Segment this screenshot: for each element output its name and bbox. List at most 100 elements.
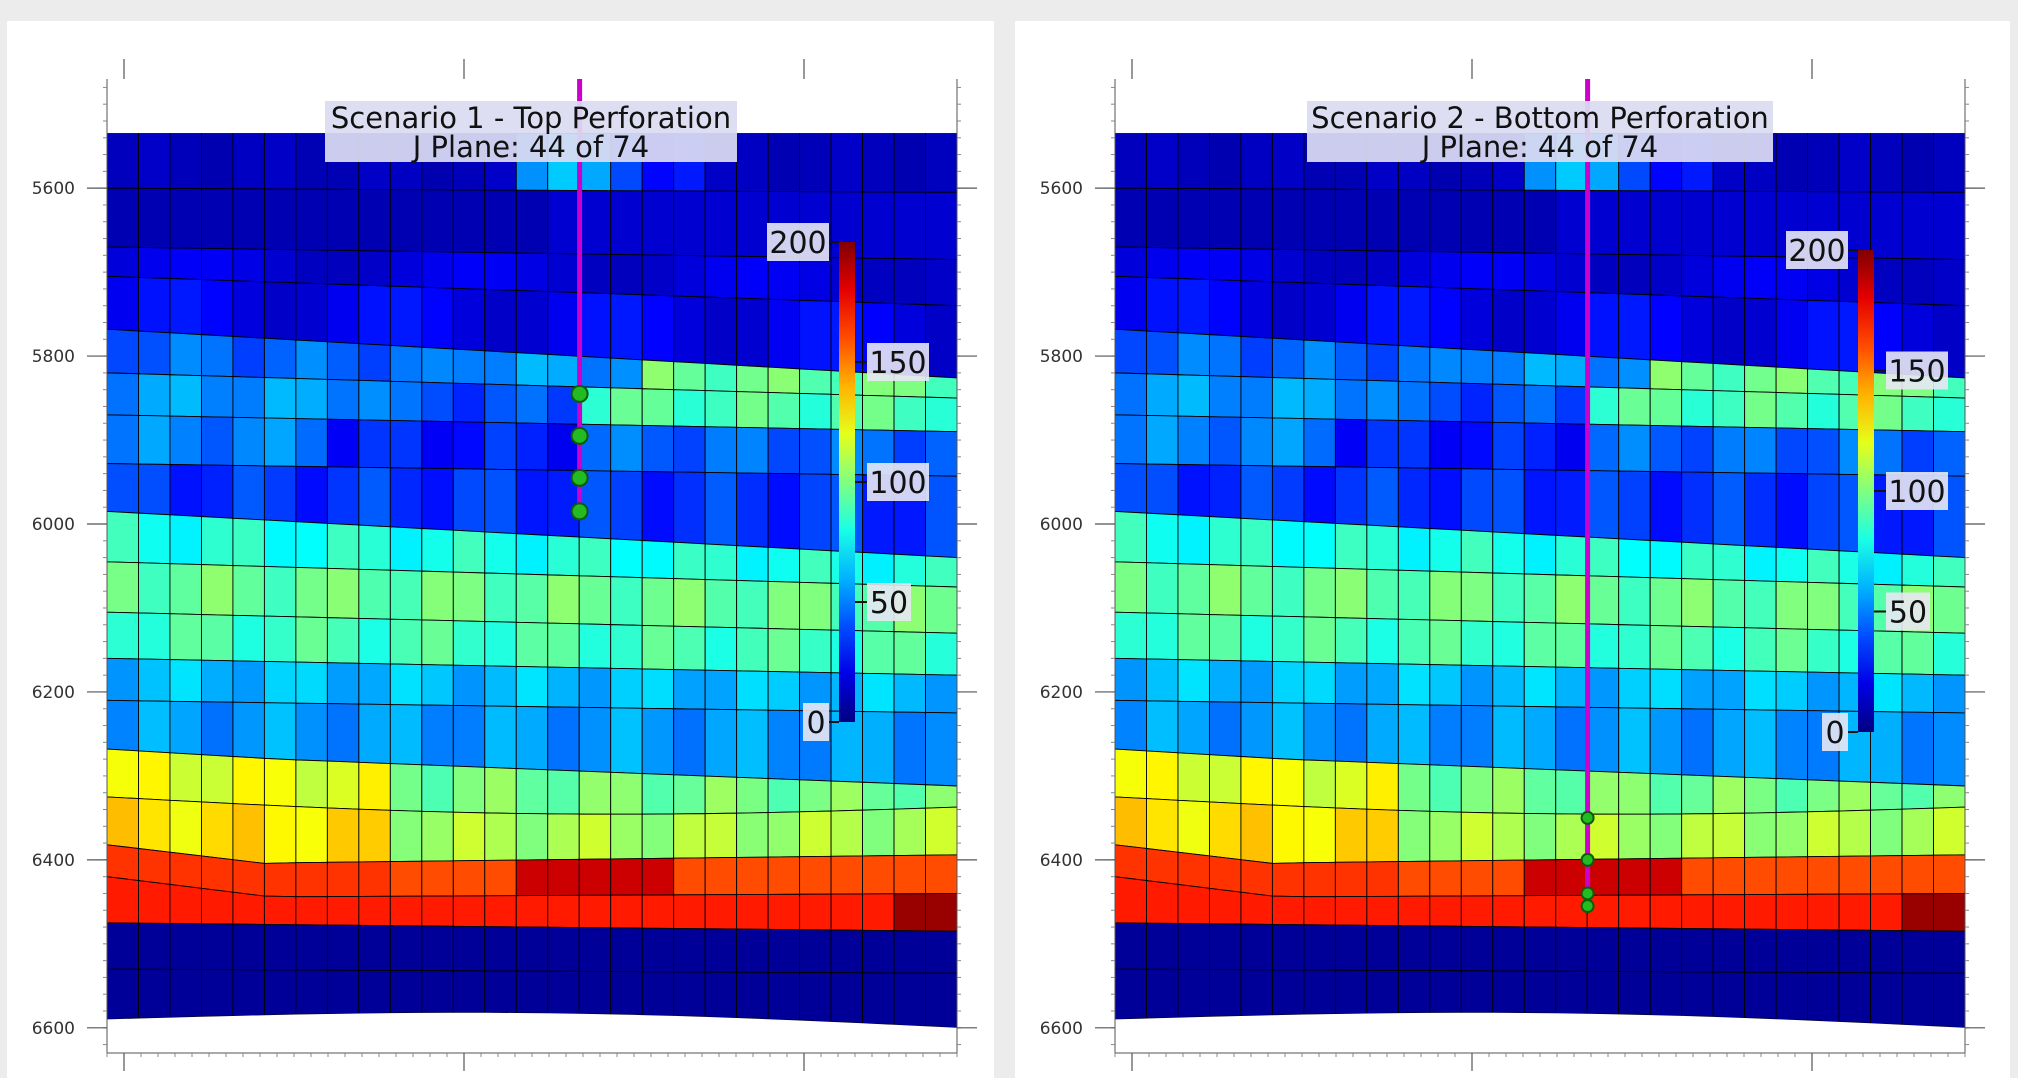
grid-cell (389, 420, 423, 469)
grid-cell (1208, 801, 1242, 861)
grid-cell (295, 133, 328, 190)
grid-cell (1271, 519, 1305, 568)
grid-cell (1397, 420, 1431, 469)
grid-cell (1146, 512, 1179, 565)
grid-cell (1744, 670, 1777, 711)
grid-cell (326, 807, 360, 863)
grid-cell (799, 368, 832, 395)
grid-cell (1397, 250, 1431, 288)
grid-cell (1397, 969, 1431, 1014)
grid-cell (1838, 780, 1872, 812)
grid-cell (295, 521, 328, 569)
grid-cell (138, 463, 171, 516)
grid-cell (1555, 574, 1588, 625)
grid-cell (610, 771, 643, 815)
grid-cell (673, 190, 706, 257)
grid-cell (547, 622, 580, 669)
grid-cell (389, 809, 423, 863)
grid-cell (326, 341, 360, 381)
grid-cell (1146, 276, 1179, 334)
grid-cell (1240, 891, 1273, 925)
grid-cell (421, 528, 454, 573)
grid-cell (200, 887, 234, 925)
grid-cell (358, 379, 391, 421)
grid-cell (484, 970, 517, 1014)
grid-cell (1397, 895, 1431, 927)
grid-cell (1429, 664, 1462, 706)
grid-cell (421, 664, 454, 706)
perforation-marker (1580, 810, 1595, 825)
grid-cell (200, 247, 234, 282)
grid-cell (862, 191, 895, 260)
grid-cell (1649, 894, 1683, 929)
grid-cell (673, 857, 706, 896)
grid-cell (1807, 368, 1840, 395)
grid-cell (893, 893, 926, 932)
grid-cell (1933, 258, 1966, 307)
grid-cell (578, 190, 612, 255)
grid-cell (1460, 705, 1494, 768)
grid-cell (862, 855, 895, 895)
grid-cell (1870, 394, 1903, 431)
plot-area: 5600 5800 6000 6200 6400 6600 Scenario 2 - Bot… (1040, 59, 1985, 1071)
grid-cell (704, 255, 738, 299)
perforation-marker (1580, 852, 1595, 867)
grid-cell (799, 428, 832, 475)
grid-cell (1618, 357, 1651, 390)
grid-cell (893, 191, 926, 260)
grid-cell (169, 659, 202, 703)
grid-cell (263, 969, 297, 1016)
grid-cell (1146, 373, 1179, 417)
grid-cell (1429, 528, 1462, 573)
grid-cell (578, 292, 612, 359)
grid-cell (1523, 252, 1557, 293)
grid-cell (1492, 531, 1525, 575)
grid-cell (1586, 536, 1620, 578)
grid-cell (1807, 299, 1840, 372)
grid-cell (421, 286, 454, 350)
grid-cell (1366, 379, 1399, 421)
grid-cell (138, 880, 171, 924)
grid-cell (736, 255, 769, 300)
grid-cell (1586, 575, 1620, 626)
chart-subtitle: J Plane: 44 of 74 (411, 130, 650, 164)
grid-cell (1177, 700, 1210, 756)
grid-cell (326, 969, 360, 1015)
grid-cell (1775, 580, 1809, 630)
grid-cell (232, 280, 265, 339)
grid-cell (1712, 543, 1746, 581)
grid-cell (263, 895, 297, 926)
grid-cell (1429, 619, 1462, 666)
grid-cell (1240, 133, 1273, 190)
grid-cell (1901, 631, 1934, 675)
grid-cell (641, 424, 675, 473)
grid-cell (389, 925, 423, 972)
grid-cell (799, 893, 832, 931)
grid-cell (1429, 895, 1462, 927)
grid-cell (200, 133, 234, 190)
grid-cell (421, 925, 454, 972)
grid-cell (326, 188, 360, 252)
grid-cell (799, 929, 832, 974)
grid-cell (1366, 703, 1399, 765)
grid-cell (704, 669, 738, 711)
grid-cell (1177, 563, 1210, 615)
grid-cell (1460, 189, 1494, 253)
grid-cell (1303, 521, 1336, 569)
grid-cell (1429, 346, 1462, 384)
grid-cell (1681, 708, 1714, 777)
grid-cell (641, 294, 675, 363)
grid-cell (1555, 706, 1588, 772)
grid-cell (925, 191, 958, 260)
grid-cell (1618, 971, 1651, 1016)
grid-cell (1649, 190, 1683, 256)
grid-cell (1146, 847, 1179, 885)
grid-cell (1303, 969, 1336, 1015)
grid-cell (1146, 880, 1179, 924)
grid-cell (389, 344, 423, 383)
grid-cell (1240, 701, 1273, 759)
grid-cell (515, 665, 549, 708)
perforation-marker (570, 468, 589, 487)
grid-cell (1618, 293, 1651, 361)
grid-cell (452, 811, 486, 862)
